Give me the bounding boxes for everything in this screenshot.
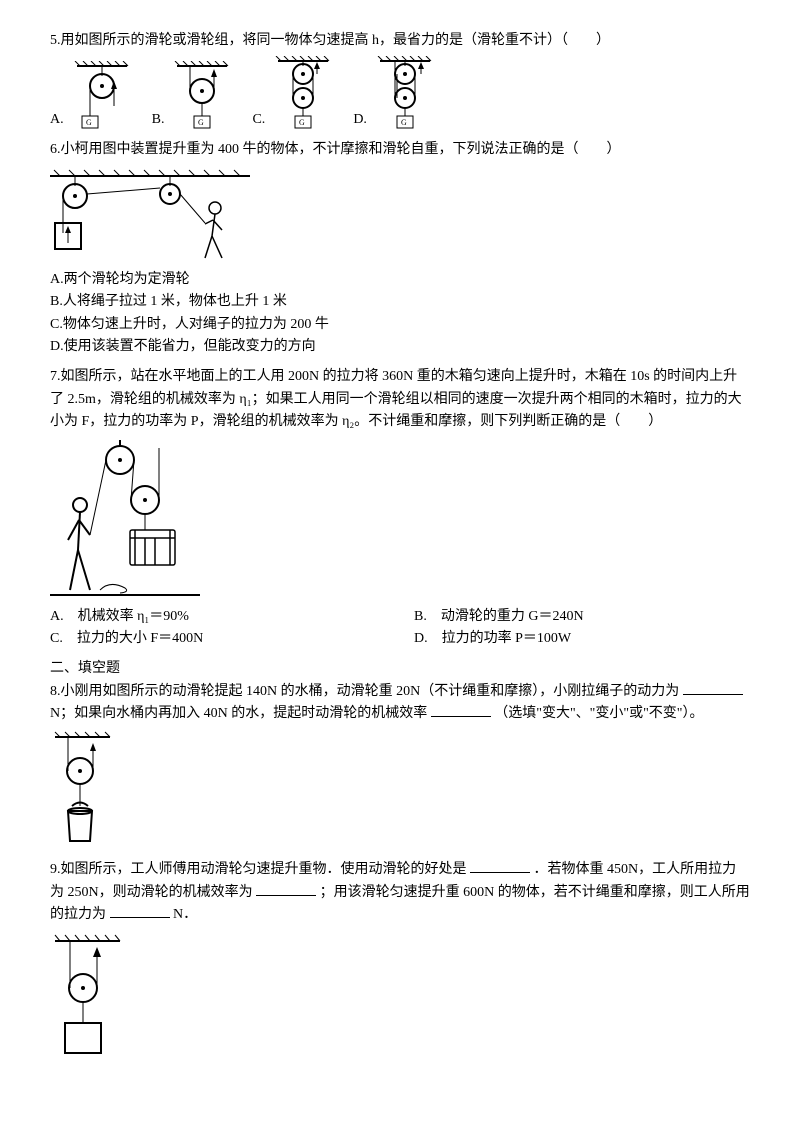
svg-text:G: G — [198, 118, 204, 127]
q8-p3: （选填"变大"、"变小"或"不变"）。 — [494, 706, 703, 721]
q7-option-b: B. 动滑轮的重力 G＝240N — [414, 606, 750, 628]
q6-option-d: D.使用该装置不能省力，但能改变力的方向 — [50, 336, 750, 358]
q9-body: 9.如图所示，工人师傅用动滑轮匀速提升重物．使用动滑轮的好处是 ．若物体重 45… — [50, 859, 750, 926]
q6-text: 6.小柯用图中装置提升重为 400 牛的物体，不计摩擦和滑轮自重，下列说法正确的… — [50, 139, 750, 161]
q6-diagram — [50, 168, 250, 263]
q9-blank-2[interactable] — [256, 882, 316, 896]
q6-option-b: B.人将绳子拉过 1 米，物体也上升 1 米 — [50, 291, 750, 313]
q6-option-a: A.两个滑轮均为定滑轮 — [50, 269, 750, 291]
q5-label-a: A. — [50, 109, 64, 131]
q5-option-b: B. G — [152, 61, 233, 131]
q9-blank-3[interactable] — [110, 904, 170, 918]
svg-text:G: G — [299, 118, 305, 127]
q8-blank-1[interactable] — [683, 681, 743, 695]
q5-label-d: D. — [353, 109, 367, 131]
pulley-diagram-a: G — [72, 61, 132, 131]
q7-text: 7.如图所示，站在水平地面上的工人用 200N 的拉力将 360N 重的木箱匀速… — [50, 366, 750, 433]
q7-option-a: A. 机械效率 η₁＝90% — [50, 606, 386, 628]
q9-p1: 9.如图所示，工人师傅用动滑轮匀速提升重物．使用动滑轮的好处是 — [50, 862, 467, 877]
svg-text:G: G — [401, 118, 407, 127]
q5-option-c: C. G — [252, 56, 333, 131]
pulley-diagram-d: G — [375, 56, 435, 131]
q8-diagram — [50, 731, 120, 851]
q9-blank-1[interactable] — [470, 859, 530, 873]
section-2-header: 二、填空题 — [50, 658, 750, 680]
q8-p2: N；如果向水桶内再加入 40N 的水，提起时动滑轮的机械效率 — [50, 706, 427, 721]
q5-text: 5.用如图所示的滑轮或滑轮组，将同一物体匀速提高 h，最省力的是（滑轮重不计）（… — [50, 30, 750, 52]
pulley-diagram-b: G — [172, 61, 232, 131]
q5-options: A. G B. — [50, 56, 750, 131]
q9-diagram — [50, 933, 130, 1063]
q7-option-c: C. 拉力的大小 F＝400N — [50, 628, 386, 650]
question-6: 6.小柯用图中装置提升重为 400 牛的物体，不计摩擦和滑轮自重，下列说法正确的… — [50, 139, 750, 358]
question-8: 8.小刚用如图所示的动滑轮提起 140N 的水桶，动滑轮重 20N（不计绳重和摩… — [50, 681, 750, 852]
q8-p1: 8.小刚用如图所示的动滑轮提起 140N 的水桶，动滑轮重 20N（不计绳重和摩… — [50, 684, 679, 699]
q7-diagram — [50, 440, 200, 600]
question-5: 5.用如图所示的滑轮或滑轮组，将同一物体匀速提高 h，最省力的是（滑轮重不计）（… — [50, 30, 750, 131]
q8-body: 8.小刚用如图所示的动滑轮提起 140N 的水桶，动滑轮重 20N（不计绳重和摩… — [50, 681, 750, 726]
q7-options-row1: A. 机械效率 η₁＝90% B. 动滑轮的重力 G＝240N — [50, 606, 750, 628]
question-9: 9.如图所示，工人师傅用动滑轮匀速提升重物．使用动滑轮的好处是 ．若物体重 45… — [50, 859, 750, 1062]
q5-option-a: A. G — [50, 61, 132, 131]
q6-option-c: C.物体匀速上升时，人对绳子的拉力为 200 牛 — [50, 314, 750, 336]
pulley-diagram-c: G — [273, 56, 333, 131]
q9-p4: N． — [173, 907, 197, 922]
svg-text:G: G — [86, 118, 92, 127]
q5-option-d: D. G — [353, 56, 435, 131]
q5-label-b: B. — [152, 109, 165, 131]
question-7: 7.如图所示，站在水平地面上的工人用 200N 的拉力将 360N 重的木箱匀速… — [50, 366, 750, 650]
q7-options-row2: C. 拉力的大小 F＝400N D. 拉力的功率 P＝100W — [50, 628, 750, 650]
q5-label-c: C. — [252, 109, 265, 131]
q7-option-d: D. 拉力的功率 P＝100W — [414, 628, 750, 650]
q8-blank-2[interactable] — [431, 703, 491, 717]
